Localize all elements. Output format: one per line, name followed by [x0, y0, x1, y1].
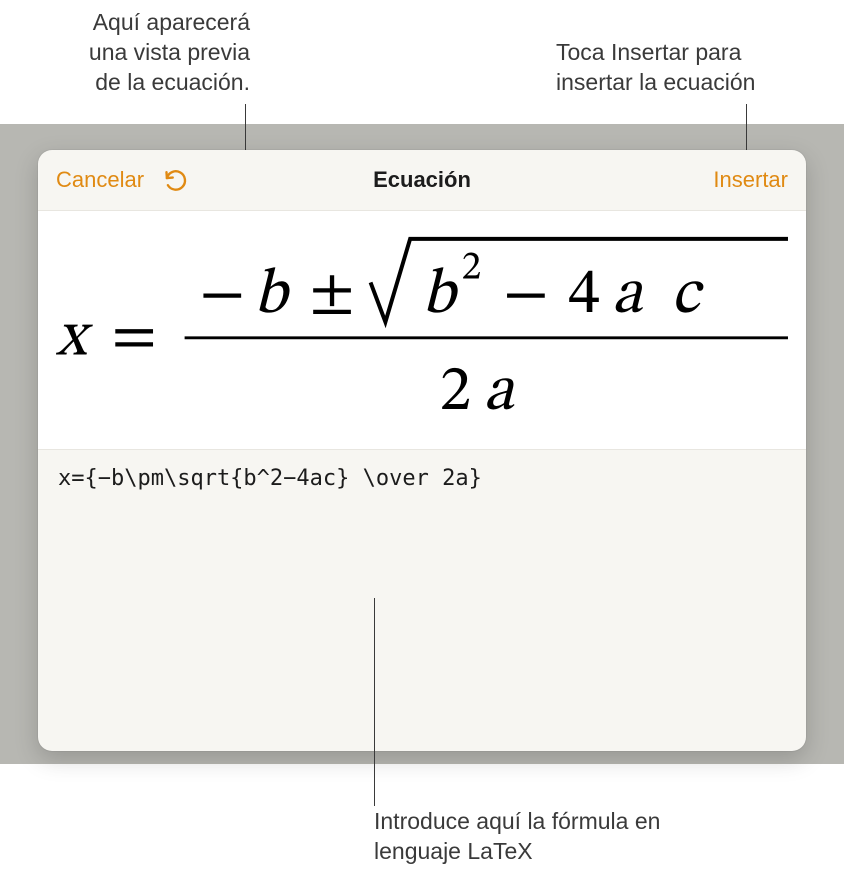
glyph-minus2: −: [503, 265, 549, 328]
insert-button[interactable]: Insertar: [713, 167, 788, 193]
glyph-minus: −: [199, 265, 245, 328]
glyph-a2: a: [483, 362, 515, 425]
callout-preview: Aquí apareceráuna vista previade la ecua…: [20, 8, 250, 98]
latex-input[interactable]: x={−b\pm\sqrt{b^2−4ac} \over 2a}: [38, 450, 806, 730]
glyph-a1: a: [612, 265, 644, 328]
undo-icon[interactable]: [162, 166, 190, 194]
glyph-x: x: [56, 308, 93, 371]
dialog-header: Cancelar Ecuación Insertar: [38, 150, 806, 210]
glyph-b1: b: [254, 265, 291, 328]
callout-insert-text: Toca Insertar parainsertar la ecuación: [556, 39, 755, 95]
callout-preview-text: Aquí apareceráuna vista previade la ecua…: [89, 9, 250, 95]
callout-insert: Toca Insertar parainsertar la ecuación: [556, 38, 826, 98]
glyph-pm: ±: [309, 265, 355, 328]
equation-preview-svg: x = − b ± b 2 − 4 a c 2 a: [56, 231, 788, 429]
glyph-2: 2: [440, 362, 471, 425]
glyph-4: 4: [568, 265, 599, 328]
cancel-button[interactable]: Cancelar: [56, 167, 144, 193]
glyph-b2: b: [422, 265, 459, 328]
header-left-group: Cancelar: [56, 166, 190, 194]
equation-dialog: Cancelar Ecuación Insertar x = − b ± b: [38, 150, 806, 751]
glyph-sup2: 2: [462, 250, 482, 289]
callout-latex-line: [374, 598, 375, 806]
equation-preview: x = − b ± b 2 − 4 a c 2 a: [38, 210, 806, 450]
glyph-eq: =: [111, 308, 157, 371]
glyph-c: c: [671, 265, 704, 328]
callout-latex-text: Introduce aquí la fórmula enlenguaje LaT…: [374, 808, 660, 864]
callout-latex: Introduce aquí la fórmula enlenguaje LaT…: [374, 807, 734, 867]
